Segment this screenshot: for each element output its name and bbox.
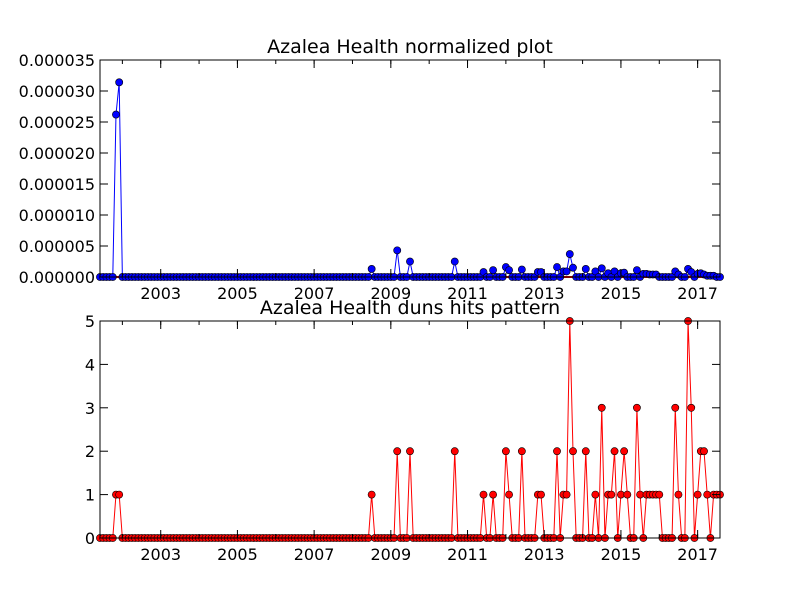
y-tick-label: 0.000010 — [19, 206, 95, 225]
data-point — [479, 490, 488, 499]
data-point — [581, 265, 590, 273]
x-tick-label: 2013 — [524, 284, 565, 303]
data-point — [393, 246, 402, 255]
data-point — [569, 263, 577, 272]
data-point — [393, 447, 402, 456]
x-axis-ticks: 2003 2005 2007 2009 2011 2013 2015 2017 — [121, 321, 718, 564]
data-point — [597, 403, 606, 412]
data-point — [505, 490, 513, 499]
x-tick-label: 2009 — [370, 284, 411, 303]
data-point — [562, 490, 571, 499]
data-point — [517, 447, 526, 456]
y-tick-label: 0.000000 — [19, 268, 95, 287]
x-tick-label: 2017 — [677, 284, 718, 303]
data-point — [406, 447, 414, 456]
data-point — [562, 267, 571, 276]
duns-hits-panel: 2003 2005 2007 2009 2011 2013 2015 2017 012345 … — [85, 297, 724, 564]
x-tick-label: 2011 — [447, 545, 488, 564]
data-point — [505, 266, 513, 275]
x-tick-label: 2005 — [217, 284, 258, 303]
data-point — [633, 403, 641, 412]
x-tick-label: 2003 — [140, 284, 181, 303]
y-tick-label: 3 — [85, 399, 95, 418]
axes-frame — [99, 59, 721, 278]
data-point — [537, 490, 545, 499]
x-tick-label: 2009 — [370, 545, 411, 564]
data-point — [112, 110, 120, 119]
data-point — [623, 490, 632, 499]
x-tick-label: 2005 — [217, 545, 258, 564]
data-point — [655, 490, 664, 499]
data-point — [607, 490, 616, 499]
data-point — [115, 78, 124, 87]
data-point — [450, 257, 459, 266]
data-point — [553, 447, 561, 456]
x-tick-label: 2017 — [677, 545, 718, 564]
data-point — [700, 447, 708, 456]
x-axis-ticks: 2003 2005 2007 2009 2011 2013 2015 2017 — [121, 60, 718, 303]
y-tick-label: 0 — [85, 529, 95, 548]
data-point — [406, 257, 414, 266]
data-point — [620, 447, 629, 456]
data-point — [501, 447, 510, 456]
data-point — [553, 263, 561, 271]
x-tick-label: 2003 — [140, 545, 181, 564]
data-point — [115, 490, 124, 499]
y-tick-label: 1 — [85, 486, 95, 505]
data-point — [367, 265, 376, 273]
y-axis-ticks: 0.000000 0.000005 0.000010 0.000015 0.000020… — [19, 51, 720, 287]
data-point — [517, 265, 526, 274]
plot-area-background — [100, 321, 720, 538]
y-tick-label: 0.000020 — [19, 144, 95, 163]
data-point — [569, 447, 577, 456]
y-tick-label: 0.000025 — [19, 113, 95, 132]
y-tick-label: 2 — [85, 442, 95, 461]
data-point — [671, 403, 680, 412]
data-point — [633, 266, 641, 275]
axes-frame — [99, 320, 721, 539]
y-tick-label: 5 — [85, 312, 95, 331]
x-tick-label: 2013 — [524, 545, 565, 564]
y-axis-ticks: 0 1 2 3 4 5 — [85, 312, 720, 548]
x-tick-label: 2015 — [601, 545, 642, 564]
data-point — [591, 490, 600, 499]
data-point — [610, 447, 619, 456]
y-tick-label: 0.000015 — [19, 175, 95, 194]
data-point — [489, 266, 497, 275]
y-tick-label: 0.000005 — [19, 237, 95, 256]
x-tick-label: 2007 — [294, 284, 335, 303]
x-tick-label: 2011 — [447, 284, 488, 303]
y-tick-label: 0.000030 — [19, 82, 95, 101]
data-point — [367, 490, 376, 499]
data-point — [565, 250, 574, 258]
data-point — [693, 490, 702, 499]
y-tick-label: 4 — [85, 355, 95, 374]
data-point — [450, 447, 459, 456]
plot-area-background — [100, 60, 720, 277]
data-point — [581, 447, 590, 456]
data-point — [489, 490, 497, 499]
x-tick-label: 2007 — [294, 545, 335, 564]
normalized-plot-panel: 2003 2005 2007 2009 2011 2013 2015 2017 0.00000… — [19, 36, 724, 303]
data-point — [674, 490, 683, 499]
chart-title: Azalea Health normalized plot — [267, 36, 553, 58]
y-tick-label: 0.000035 — [19, 51, 95, 70]
x-tick-label: 2015 — [601, 284, 642, 303]
data-point — [687, 403, 696, 412]
data-point — [597, 264, 606, 273]
chart-title: Azalea Health duns hits pattern — [260, 297, 560, 319]
